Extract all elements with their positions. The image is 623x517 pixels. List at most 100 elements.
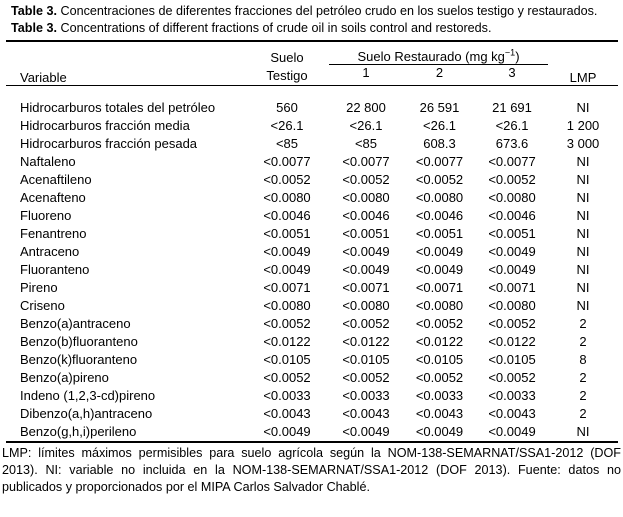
- header-row-2: 1 2 3: [6, 65, 618, 86]
- table-row: Benzo(b)fluoranteno <0.0122 <0.0122 <0.0122…: [6, 333, 618, 351]
- value-cell: <26.1: [495, 118, 529, 133]
- variable-cell: Acenaftileno: [20, 172, 92, 187]
- value-cell: 2: [579, 406, 587, 421]
- value-cell: <0.0051: [415, 226, 464, 241]
- value-cell: 26 591: [419, 100, 460, 115]
- value-cell: 608.3: [423, 136, 456, 151]
- value-cell: NI: [576, 172, 590, 187]
- table-row: Fluoranteno <0.0049 <0.0049 <0.0049 <0.0049 N…: [6, 261, 618, 279]
- value-cell: <0.0046: [488, 208, 536, 223]
- header-restored-1: 1: [362, 65, 370, 80]
- concentrations-table: Variable Suelo Testigo Suelo Restaurado (…: [6, 40, 619, 443]
- table-body: Hidrocarburos totales del petróleo 560 22 …: [6, 86, 618, 443]
- value-cell: <0.0049: [488, 424, 536, 439]
- value-cell: <0.0033: [415, 388, 464, 403]
- value-cell: <0.0052: [415, 370, 464, 385]
- table-header: Variable Suelo Testigo Suelo Restaurado (…: [6, 41, 619, 86]
- variable-cell: Naftaleno: [20, 154, 76, 169]
- table-row: Pireno <0.0071 <0.0071 <0.0071 <0.0071 NI: [6, 279, 618, 297]
- table-row: Naftaleno <0.0077 <0.0077 <0.0077 <0.0077 NI: [6, 153, 618, 171]
- variable-cell: Criseno: [20, 298, 65, 313]
- variable-cell: Indeno (1,2,3-cd)pireno: [20, 388, 156, 403]
- value-cell: NI: [576, 154, 590, 169]
- value-cell: <0.0105: [415, 352, 464, 367]
- table-row: Indeno (1,2,3-cd)pireno <0.0033 <0.0033 <0.…: [6, 387, 618, 405]
- value-cell: <0.0071: [415, 280, 464, 295]
- variable-cell: Fenantreno: [20, 226, 87, 241]
- value-cell: <0.0080: [415, 298, 464, 313]
- variable-cell: Benzo(k)fluoranteno: [20, 352, 138, 367]
- value-cell: <0.0122: [488, 334, 536, 349]
- variable-cell: Fluoreno: [20, 208, 72, 223]
- table-row: Hidrocarburos fracción pesada <85 <85 608.3…: [6, 135, 618, 153]
- value-cell: <0.0051: [263, 226, 311, 241]
- value-cell: <0.0052: [488, 370, 536, 385]
- value-cell: <0.0049: [342, 262, 390, 277]
- value-cell: <0.0046: [415, 208, 464, 223]
- value-cell: <0.0049: [488, 262, 536, 277]
- value-cell: <0.0052: [488, 316, 536, 331]
- value-cell: 21 691: [492, 100, 532, 115]
- value-cell: NI: [576, 298, 590, 313]
- caption-spanish-text: Concentraciones de diferentes fracciones…: [60, 4, 598, 18]
- caption-english-label: Table 3.: [11, 21, 57, 35]
- value-cell: NI: [576, 280, 590, 295]
- value-cell: NI: [576, 100, 590, 115]
- header-restored-2: 2: [435, 65, 444, 80]
- value-cell: <0.0105: [342, 352, 390, 367]
- variable-cell: Benzo(b)fluoranteno: [20, 334, 138, 349]
- value-cell: <0.0043: [488, 406, 536, 421]
- variable-cell: Benzo(a)antraceno: [20, 316, 131, 331]
- value-cell: <0.0049: [342, 244, 390, 259]
- variable-cell: Hidrocarburos fracción media: [20, 118, 190, 133]
- value-cell: <0.0049: [263, 244, 311, 259]
- variable-cell: Pireno: [20, 280, 58, 295]
- value-cell: NI: [576, 262, 590, 277]
- value-cell: 2: [579, 334, 587, 349]
- value-cell: <0.0033: [342, 388, 390, 403]
- value-cell: <0.0043: [263, 406, 311, 421]
- value-cell: <0.0049: [342, 424, 390, 439]
- table-row: Benzo(g,h,i)perileno <0.0049 <0.0049 <0.004…: [6, 423, 618, 442]
- value-cell: <0.0077: [488, 154, 536, 169]
- caption-spanish-label: Table 3.: [11, 4, 57, 18]
- value-cell: <0.0052: [263, 172, 311, 187]
- value-cell: <0.0052: [342, 370, 390, 385]
- value-cell: <0.0051: [488, 226, 536, 241]
- value-cell: <0.0052: [415, 316, 464, 331]
- value-cell: <0.0043: [415, 406, 464, 421]
- value-cell: 2: [579, 388, 587, 403]
- table-row: Hidrocarburos fracción media <26.1 <26.1 <2…: [6, 117, 618, 135]
- value-cell: <0.0049: [415, 424, 464, 439]
- table-row: Criseno <0.0080 <0.0080 <0.0080 <0.0080 NI: [6, 297, 618, 315]
- value-cell: <26.1: [349, 118, 383, 133]
- value-cell: <0.0049: [415, 262, 464, 277]
- value-cell: <0.0052: [415, 172, 464, 187]
- value-cell: <0.0080: [488, 298, 536, 313]
- value-cell: NI: [576, 190, 590, 205]
- value-cell: <26.1: [423, 118, 456, 133]
- value-cell: NI: [576, 226, 590, 241]
- header-variable: Variable: [20, 70, 67, 85]
- caption-english-text: Concentrations of different fractions of…: [60, 21, 492, 35]
- value-cell: <0.0080: [342, 190, 390, 205]
- value-cell: <0.0052: [342, 172, 390, 187]
- value-cell: <0.0052: [488, 172, 536, 187]
- value-cell: <0.0052: [263, 316, 311, 331]
- value-cell: <0.0080: [263, 298, 311, 313]
- caption-english: Table 3. Concentrations of different fra…: [2, 20, 621, 37]
- value-cell: <85: [354, 136, 378, 151]
- value-cell: <0.0049: [488, 244, 536, 259]
- variable-cell: Hidrocarburos fracción pesada: [20, 136, 198, 151]
- value-cell: 1 200: [566, 118, 600, 133]
- value-cell: <26.1: [270, 118, 304, 133]
- table-row: Acenafteno <0.0080 <0.0080 <0.0080 <0.0080 NI: [6, 189, 618, 207]
- header-row-1: Variable Suelo Testigo Suelo Restaurado (…: [6, 41, 618, 85]
- value-cell: <0.0033: [488, 388, 536, 403]
- table-row: Hidrocarburos totales del petróleo 560 22 …: [6, 86, 618, 118]
- variable-cell: Benzo(a)pireno: [20, 370, 109, 385]
- variable-cell: Hidrocarburos totales del petróleo: [20, 100, 216, 115]
- value-cell: <0.0051: [342, 226, 390, 241]
- value-cell: <0.0077: [415, 154, 464, 169]
